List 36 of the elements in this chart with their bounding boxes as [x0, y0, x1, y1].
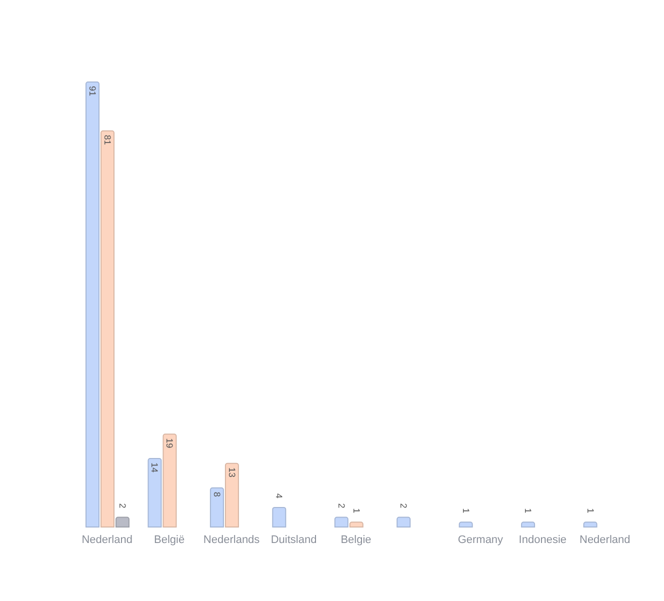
data-label: 1: [523, 508, 534, 514]
x-tick-label: Germany: [458, 534, 504, 546]
data-label: 14: [150, 462, 160, 473]
data-label: 4: [274, 493, 284, 498]
data-label: 2: [398, 503, 409, 508]
data-label: 1: [351, 508, 362, 514]
bar: [224, 462, 239, 528]
data-label: 2: [336, 503, 346, 508]
bar: [116, 516, 130, 528]
bar: [334, 516, 348, 528]
data-label: 13: [226, 467, 237, 478]
x-tick-label: Nederland: [82, 534, 132, 546]
bar: [349, 522, 364, 528]
x-tick-label: Nederlands: [203, 534, 260, 546]
bar: [210, 487, 224, 528]
data-label: 8: [212, 492, 222, 497]
bar: [583, 522, 598, 528]
x-tick-label: België: [154, 534, 185, 546]
bar: [458, 522, 473, 528]
bar: [162, 434, 177, 528]
bar: [396, 516, 411, 528]
data-label: 1: [585, 508, 596, 514]
data-label: 19: [164, 438, 175, 448]
data-label: 1: [460, 508, 471, 514]
x-tick-label: Duitsland: [270, 534, 317, 546]
x-tick-label: Indonesie: [518, 534, 567, 546]
data-label: 91: [88, 86, 98, 96]
data-label: 81: [102, 134, 112, 145]
x-tick-label: Belgie: [340, 534, 372, 546]
bar: [272, 506, 286, 528]
bar: [86, 82, 100, 528]
x-tick-label: Nederland: [580, 534, 630, 546]
bar: [521, 522, 536, 528]
bar: [148, 458, 162, 528]
data-label: 2: [118, 503, 128, 508]
bar: [100, 130, 114, 528]
